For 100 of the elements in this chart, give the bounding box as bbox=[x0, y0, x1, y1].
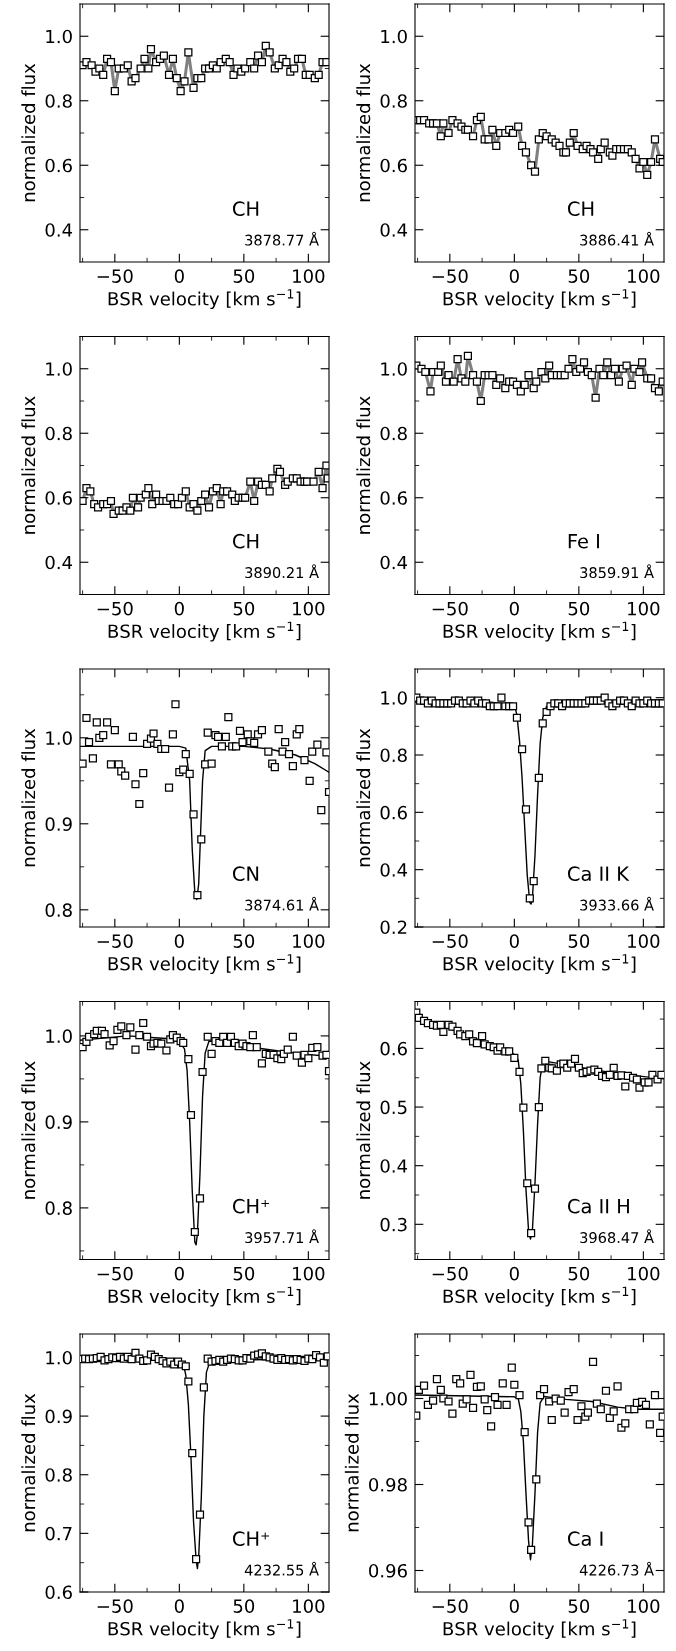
annotation: 3957.71 Å bbox=[245, 1229, 319, 1244]
y-axis-title: normalized flux bbox=[356, 1061, 371, 1199]
x-tick-label: −50 bbox=[97, 934, 133, 948]
y-axis-title: normalized flux bbox=[344, 1393, 359, 1532]
x-tick-label: 0 bbox=[174, 601, 184, 616]
y-tick-label: 0.4 bbox=[45, 223, 73, 237]
x-tick-label: 0 bbox=[174, 934, 184, 948]
y-tick-label: 0.8 bbox=[380, 94, 407, 108]
x-tick-label: 50 bbox=[233, 269, 255, 283]
x-tick-label: −50 bbox=[432, 269, 468, 283]
x-tick-label: 100 bbox=[293, 1266, 325, 1281]
y-tick-label: 0.6 bbox=[45, 158, 72, 173]
y-tick-label: 0.6 bbox=[380, 1041, 407, 1056]
x-tick-label: 50 bbox=[233, 1266, 255, 1281]
x-tick-label: 0 bbox=[509, 1266, 519, 1281]
y-tick-label: 0.7 bbox=[45, 1526, 72, 1541]
x-axis-title: BSR velocity [km s$^{−1}$] bbox=[108, 1619, 301, 1640]
x-tick-label: −50 bbox=[97, 1599, 133, 1613]
x-tick-label: −50 bbox=[432, 1266, 468, 1281]
x-tick-label: 100 bbox=[628, 934, 660, 948]
x-tick-label: 0 bbox=[174, 269, 184, 283]
annotation: Ca II K bbox=[567, 866, 630, 882]
x-tick-label: 0 bbox=[509, 934, 519, 948]
annotation: 3859.91 Å bbox=[580, 564, 654, 579]
x-tick-label: 100 bbox=[293, 934, 325, 948]
y-axis-title: normalized flux bbox=[356, 728, 371, 867]
annotation: 3886.41 Å bbox=[580, 231, 654, 246]
y-tick-label: 0.8 bbox=[380, 748, 407, 763]
x-axis-title: BSR velocity [km s$^{−1}$] bbox=[108, 289, 301, 310]
x-tick-label: −50 bbox=[432, 934, 468, 948]
y-tick-label: 0.5 bbox=[380, 1100, 407, 1115]
y-tick-label: 0.4 bbox=[380, 1159, 408, 1173]
x-tick-label: 100 bbox=[628, 1599, 660, 1613]
y-tick-label: 0.6 bbox=[380, 805, 407, 820]
annotation: CH bbox=[567, 201, 594, 217]
x-tick-label: −50 bbox=[97, 601, 133, 616]
annotation: CH⁺ bbox=[232, 1531, 270, 1547]
annotation: CH⁺ bbox=[232, 1198, 270, 1214]
y-tick-label: 0.98 bbox=[369, 1477, 407, 1492]
annotation: 3968.47 Å bbox=[580, 1229, 654, 1244]
y-axis-title: normalized flux bbox=[21, 1393, 36, 1532]
y-tick-label: 1.0 bbox=[381, 29, 407, 44]
y-axis-title: normalized flux bbox=[21, 728, 36, 867]
x-tick-label: 0 bbox=[509, 269, 519, 283]
x-axis-title: BSR velocity [km s$^{−1}$] bbox=[108, 621, 301, 642]
x-tick-label: 100 bbox=[628, 1266, 660, 1281]
annotation: 4226.73 Å bbox=[579, 1561, 654, 1576]
x-tick-label: 100 bbox=[293, 601, 325, 616]
x-tick-label: 0 bbox=[174, 1599, 184, 1613]
x-axis-title: BSR velocity [km s$^{−1}$] bbox=[108, 954, 301, 975]
y-tick-label: 1.0 bbox=[381, 691, 407, 705]
x-tick-label: 100 bbox=[293, 1599, 325, 1613]
x-tick-label: 50 bbox=[568, 601, 590, 616]
x-tick-label: −50 bbox=[432, 1599, 468, 1613]
y-tick-label: 0.8 bbox=[45, 903, 72, 917]
y-tick-label: 0.4 bbox=[45, 555, 73, 570]
x-axis-title: BSR velocity [km s$^{−1}$] bbox=[108, 1286, 301, 1307]
annotation: Fe I bbox=[568, 534, 599, 549]
y-tick-label: 0.6 bbox=[380, 158, 407, 173]
x-tick-label: 50 bbox=[568, 269, 590, 283]
x-axis-title: BSR velocity [km s$^{−1}$] bbox=[443, 621, 636, 642]
annotation: 3878.77 Å bbox=[245, 231, 319, 246]
y-tick-label: 1.00 bbox=[369, 1391, 407, 1406]
y-tick-label: 0.4 bbox=[380, 555, 408, 570]
annotation: 3933.66 Å bbox=[580, 896, 654, 911]
x-tick-label: 50 bbox=[233, 1599, 255, 1613]
y-tick-label: 1.0 bbox=[381, 362, 407, 376]
y-tick-label: 0.8 bbox=[45, 1468, 72, 1482]
y-tick-label: 1.0 bbox=[46, 29, 72, 44]
y-tick-label: 1.0 bbox=[46, 1350, 72, 1365]
y-tick-label: 0.6 bbox=[380, 491, 407, 505]
y-tick-label: 1.0 bbox=[46, 362, 72, 376]
x-tick-label: −50 bbox=[97, 269, 133, 283]
x-tick-label: 50 bbox=[568, 1266, 590, 1281]
x-tick-label: 50 bbox=[233, 601, 255, 616]
y-tick-label: 0.8 bbox=[45, 94, 72, 108]
x-axis-title: BSR velocity [km s$^{−1}$] bbox=[443, 1619, 636, 1640]
y-axis-title: normalized flux bbox=[21, 396, 36, 534]
x-tick-label: 50 bbox=[568, 934, 590, 948]
y-tick-label: 0.4 bbox=[380, 863, 408, 877]
x-axis-title: BSR velocity [km s$^{−1}$] bbox=[443, 954, 636, 975]
y-tick-label: 0.4 bbox=[380, 223, 408, 237]
x-tick-label: 0 bbox=[509, 601, 519, 616]
y-axis-title: normalized flux bbox=[356, 63, 371, 202]
x-tick-label: 100 bbox=[628, 269, 660, 283]
annotation: 3890.21 Å bbox=[245, 564, 319, 579]
y-axis-title: normalized flux bbox=[21, 1061, 36, 1199]
x-tick-label: −50 bbox=[97, 1266, 133, 1281]
x-tick-label: 100 bbox=[628, 601, 660, 616]
y-axis-title: normalized flux bbox=[356, 396, 371, 534]
annotation: 4232.55 Å bbox=[244, 1561, 319, 1576]
y-tick-label: 0.96 bbox=[369, 1563, 407, 1578]
y-axis-title: normalized flux bbox=[21, 63, 36, 202]
x-tick-label: 50 bbox=[233, 934, 255, 948]
y-tick-label: 1.0 bbox=[46, 731, 72, 745]
y-tick-label: 1.0 bbox=[46, 1029, 72, 1044]
annotation: Ca II H bbox=[567, 1198, 629, 1214]
y-tick-label: 0.2 bbox=[380, 920, 407, 935]
x-axis-title: BSR velocity [km s$^{−1}$] bbox=[443, 1286, 636, 1307]
y-tick-label: 0.9 bbox=[45, 817, 72, 831]
